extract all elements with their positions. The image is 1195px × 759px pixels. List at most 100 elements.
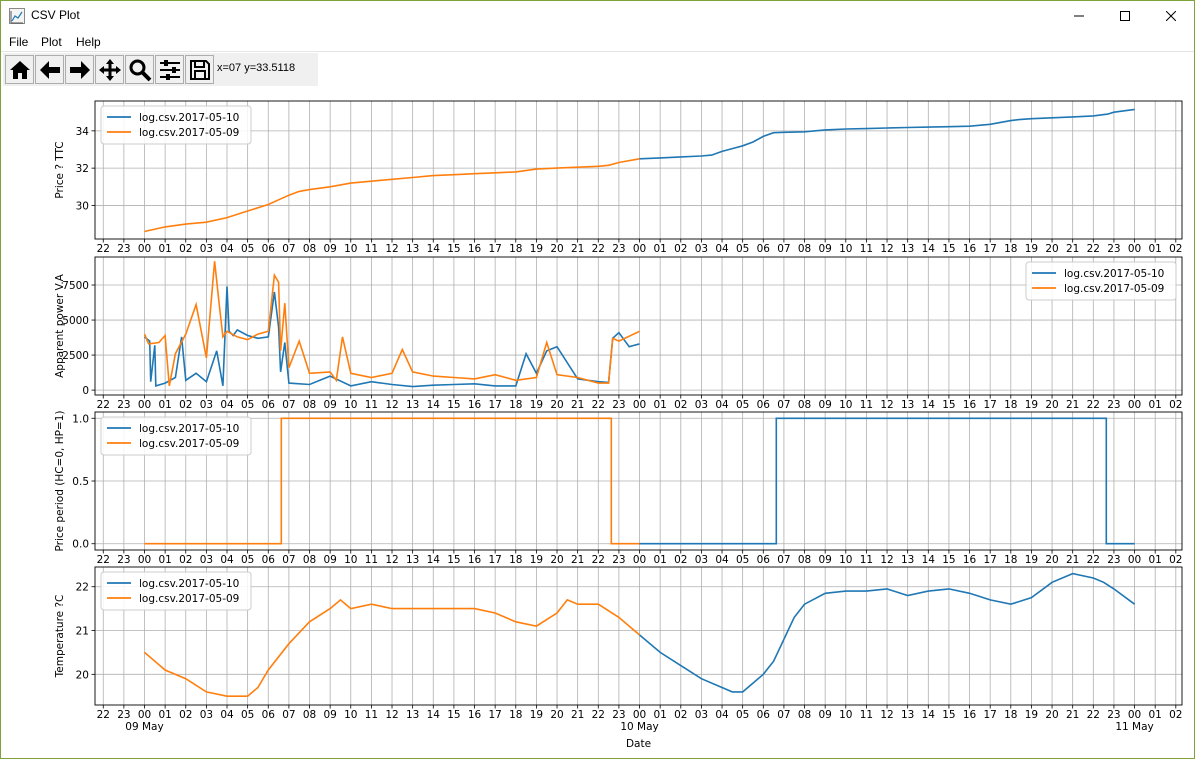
series-line-log.csv.2017-05-10[interactable] <box>143 286 640 388</box>
x-tick-label: 21 <box>1066 554 1079 566</box>
x-tick-label: 02 <box>1169 709 1182 721</box>
subplot-1[interactable]: 22 23 00 01 02 03 04 05 06 07 08 09 10 11 12 13 14 15 16 17… <box>54 100 1183 255</box>
x-tick-label: 15 <box>942 399 955 411</box>
x-tick-label: 14 <box>427 554 441 566</box>
series-line-log.csv.2017-05-10[interactable] <box>639 417 1135 545</box>
x-tick-label: 13 <box>406 554 419 566</box>
menu-help[interactable]: Help <box>76 35 101 49</box>
x-tick-label: 22 <box>97 554 110 566</box>
x-tick-label: 02 <box>674 554 687 566</box>
x-tick-label: 12 <box>880 554 893 566</box>
maximize-button[interactable] <box>1102 1 1148 31</box>
series-line-log.csv.2017-05-10[interactable] <box>639 108 1135 160</box>
x-tick-label: 23 <box>1107 554 1120 566</box>
save-button[interactable] <box>185 55 214 84</box>
x-tick-label: 14 <box>427 709 441 721</box>
series-line-log.csv.2017-05-10[interactable] <box>638 572 1136 693</box>
series-line-log.csv.2017-05-09[interactable] <box>143 598 641 698</box>
menu-plot[interactable]: Plot <box>41 35 62 49</box>
home-icon <box>10 61 30 79</box>
x-tick-label: 12 <box>880 399 893 411</box>
navigation-toolbar: x=07 y=33.5118 <box>3 53 318 86</box>
x-tick-label: 08 <box>303 709 316 721</box>
x-tick-label: 17 <box>983 399 996 411</box>
x-tick-label: 17 <box>983 243 996 255</box>
x-tick-label: 09 <box>323 709 336 721</box>
subplot-2[interactable]: 22 23 00 01 02 03 04 05 06 07 08 09 10 11 12 13 14 15 16 17… <box>54 256 1182 411</box>
back-button[interactable] <box>35 55 64 84</box>
y-tick-label: 32 <box>76 163 89 175</box>
plot-figure[interactable]: 22 23 00 01 02 03 04 05 06 07 08 09 10 11 12 13 14 15 16 17… <box>1 87 1194 759</box>
x-tick-label: 13 <box>901 554 914 566</box>
x-tick-label: 21 <box>571 243 584 255</box>
x-tick-label: 02 <box>179 554 192 566</box>
x-tick-label: 01 <box>653 243 666 255</box>
x-tick-label: 08 <box>303 399 316 411</box>
x-tick-label: 03 <box>695 399 708 411</box>
x-tick-label: 06 <box>757 554 771 566</box>
x-tick-label: 04 <box>220 399 234 411</box>
forward-button[interactable] <box>65 55 94 84</box>
series-line-log.csv.2017-05-09[interactable] <box>144 417 640 545</box>
x-tick-label: 11 <box>860 399 873 411</box>
x-tick-label: 22 <box>592 554 605 566</box>
x-tick-label: 22 <box>1087 399 1100 411</box>
x-tick-label: 01 <box>158 399 171 411</box>
y-tick-label: 1.0 <box>72 413 89 425</box>
legend-box <box>100 416 252 456</box>
x-tick-label: 15 <box>447 554 460 566</box>
x-tick-label: 15 <box>942 709 955 721</box>
x-tick-label: 12 <box>880 709 893 721</box>
legend-label: log.csv.2017-05-09 <box>139 438 239 450</box>
x-tick-label: 02 <box>1169 554 1182 566</box>
x-tick-label: 23 <box>1107 709 1120 721</box>
x-tick-label: 06 <box>262 399 276 411</box>
x-tick-label: 01 <box>653 709 666 721</box>
pan-button[interactable] <box>95 55 124 84</box>
y-tick-label: 22 <box>76 582 89 594</box>
x-tick-label: 11 <box>365 399 378 411</box>
legend-label: log.csv.2017-05-09 <box>139 127 239 139</box>
x-tick-label: 00 <box>138 709 151 721</box>
series-line-log.csv.2017-05-09[interactable] <box>143 261 640 387</box>
subplot-3[interactable]: 22 23 00 01 02 03 04 05 06 07 08 09 10 11 12 13 14 15 16 17… <box>54 410 1182 566</box>
x-tick-label: 14 <box>922 709 936 721</box>
y-tick-label: 2500 <box>62 350 89 362</box>
x-tick-label: 16 <box>963 399 977 411</box>
subplots-config-icon <box>160 60 180 80</box>
subplots-config-button[interactable] <box>155 55 184 84</box>
x-date-label: 11 May <box>1115 721 1153 733</box>
x-tick-label: 22 <box>592 243 605 255</box>
x-tick-label: 22 <box>97 243 110 255</box>
x-tick-label: 00 <box>1128 709 1141 721</box>
title-bar[interactable]: CSV Plot <box>1 1 1194 31</box>
window-title: CSV Plot <box>31 8 80 22</box>
zoom-button[interactable] <box>125 55 154 84</box>
subplot-4[interactable]: 22 23 00 01 02 03 04 05 06 07 08 09 10 11 12 13 14 15 16 17… <box>54 566 1182 721</box>
axes-frame <box>94 100 1183 240</box>
x-tick-label: 07 <box>282 243 295 255</box>
legend-box <box>100 105 252 145</box>
cursor-coordinates: x=07 y=33.5118 <box>217 62 296 74</box>
x-tick-label: 13 <box>901 243 914 255</box>
close-button[interactable] <box>1148 1 1194 31</box>
x-tick-label: 01 <box>1148 709 1161 721</box>
x-tick-label: 04 <box>715 399 729 411</box>
x-tick-label: 19 <box>530 399 543 411</box>
x-tick-label: 00 <box>1128 554 1141 566</box>
x-tick-label: 00 <box>138 243 151 255</box>
x-tick-label: 04 <box>220 554 234 566</box>
x-tick-label: 00 <box>138 554 151 566</box>
x-tick-label: 04 <box>715 709 729 721</box>
home-button[interactable] <box>5 55 34 84</box>
x-date-label: 09 May <box>125 721 163 733</box>
menu-file[interactable]: File <box>9 35 29 49</box>
x-tick-label: 18 <box>1004 399 1017 411</box>
x-tick-label: 15 <box>942 243 955 255</box>
minimize-button[interactable] <box>1056 1 1102 31</box>
legend-label: log.csv.2017-05-10 <box>139 112 239 124</box>
x-tick-label: 20 <box>550 554 563 566</box>
legend: log.csv.2017-05-10 log.csv.2017-05-09 <box>100 416 252 456</box>
x-tick-label: 20 <box>1045 554 1058 566</box>
series-line-log.csv.2017-05-09[interactable] <box>144 158 640 233</box>
